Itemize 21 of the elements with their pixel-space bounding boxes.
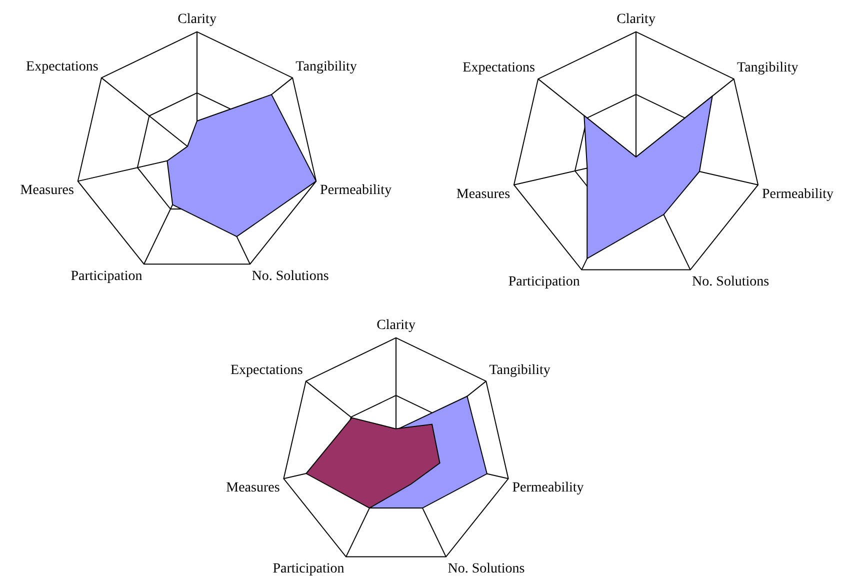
spoke-label: No. Solutions [692, 274, 770, 290]
spoke-label: Expectations [26, 60, 98, 75]
spoke-label: Expectations [230, 362, 303, 378]
spoke-label: Tangibility [296, 60, 357, 75]
spoke-label: Measures [456, 186, 510, 202]
spoke-label: Clarity [616, 12, 656, 28]
spoke-label: Permeability [762, 186, 834, 202]
spoke-label: Permeability [512, 480, 584, 496]
spoke-label: Clarity [178, 12, 216, 28]
spoke-label: Measures [226, 480, 280, 496]
spoke-label: No. Solutions [448, 561, 525, 576]
spoke-label: Participation [272, 561, 344, 576]
spoke-label: Clarity [376, 318, 416, 334]
spoke-label: Tangibility [489, 362, 550, 378]
spoke-label: Participation [508, 274, 580, 290]
spoke-label: Tangibility [737, 60, 798, 76]
spoke-label: No. Solutions [252, 268, 329, 284]
spoke-label: Measures [20, 183, 74, 198]
spoke-label: Participation [70, 268, 142, 284]
spoke-label: Permeability [320, 183, 392, 198]
spoke-label: Expectations [462, 60, 535, 76]
